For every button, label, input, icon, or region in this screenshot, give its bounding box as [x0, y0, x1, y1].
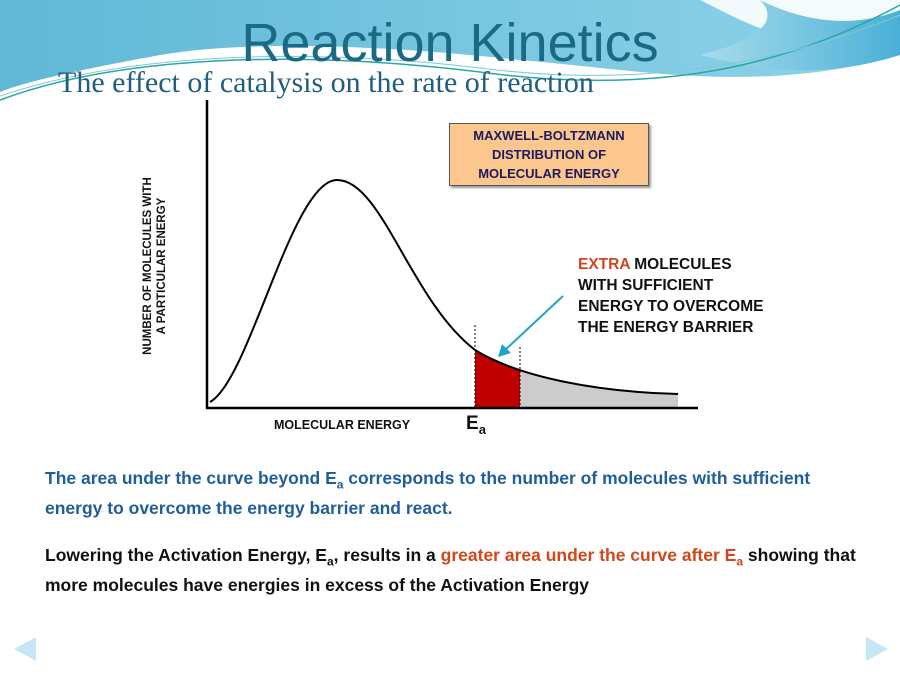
arrow-line — [504, 295, 564, 351]
previous-slide-arrow-icon[interactable] — [14, 637, 36, 661]
annotation-highlight: EXTRA — [578, 256, 630, 273]
arrow-head — [498, 344, 511, 357]
annotation-text: ENERGY TO OVERCOME — [578, 298, 764, 315]
highlight-text: greater area under the curve after E — [440, 545, 737, 565]
area-beyond-ea — [520, 370, 678, 408]
slide-subtitle: The effect of catalysis on the rate of r… — [58, 66, 594, 99]
y-label-line: NUMBER OF MOLECULES WITH — [142, 177, 154, 355]
text: corresponds to the number of molecules w… — [45, 468, 811, 518]
y-label-line: A PARTICULAR ENERGY — [156, 197, 168, 335]
box-line: MAXWELL-BOLTZMANN — [473, 128, 625, 143]
distribution-curve — [209, 178, 679, 403]
y-axis-label: NUMBER OF MOLECULES WITH A PARTICULAR EN… — [141, 161, 169, 371]
next-slide-arrow-icon[interactable] — [866, 637, 888, 661]
x-axis-label: MOLECULAR ENERGY — [274, 418, 411, 432]
extra-molecules-area — [475, 350, 520, 408]
subscript: a — [736, 554, 744, 569]
ea-label: Ea — [466, 413, 486, 437]
ea-sub: a — [478, 421, 486, 437]
subscript: a — [326, 554, 334, 569]
annotation-text: MOLECULES — [629, 256, 732, 273]
text: , results in a — [333, 545, 441, 565]
box-line: DISTRIBUTION OF — [491, 147, 607, 162]
explanation-paragraph: The area under the curve beyond Ea corre… — [45, 467, 865, 520]
annotation-text: WITH SUFFICIENT — [578, 277, 714, 294]
text: The area under the curve beyond E — [45, 468, 337, 488]
slide-title: Reaction Kinetics — [241, 13, 659, 73]
annotation-text: THE ENERGY BARRIER — [578, 319, 754, 336]
ea-main: E — [466, 413, 479, 434]
text: Lowering the Activation Energy, E — [45, 545, 327, 565]
conclusion-paragraph: Lowering the Activation Energy, Ea, resu… — [45, 544, 875, 597]
text: showing that more molecules have energie… — [45, 545, 856, 595]
box-line: MOLECULAR ENERGY — [478, 166, 620, 181]
distribution-title-box: MAXWELL-BOLTZMANN DISTRIBUTION OF MOLECU… — [449, 123, 649, 186]
subscript: a — [336, 477, 344, 492]
extra-molecules-annotation: EXTRA MOLECULES WITH SUFFICIENT ENERGY T… — [578, 254, 763, 338]
